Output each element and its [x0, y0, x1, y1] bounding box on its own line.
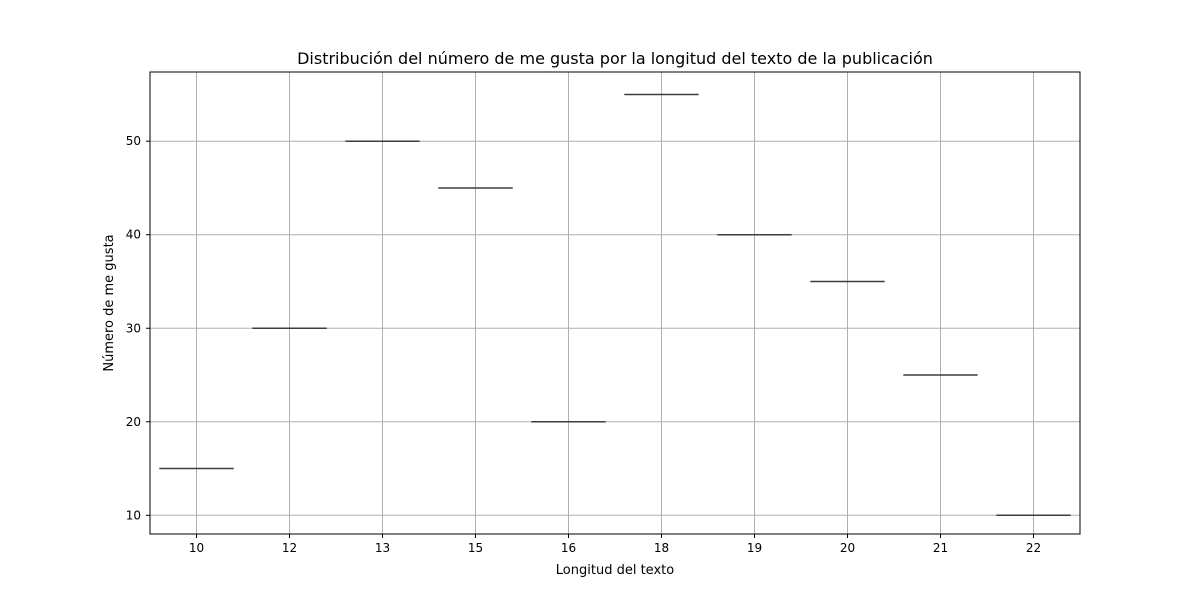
x-tick-label: 10: [189, 541, 204, 555]
x-axis-ticks: 10 12 13 15 16 18 19 20 21 22: [189, 534, 1041, 555]
x-tick-label: 19: [747, 541, 762, 555]
y-tick-label: 10: [126, 508, 141, 522]
box-medians: [159, 93, 1071, 517]
x-tick-label: 20: [840, 541, 855, 555]
x-tick-label: 12: [282, 541, 297, 555]
x-axis-label: Longitud del texto: [556, 563, 674, 578]
y-axis-ticks: 10 20 30 40 50: [126, 134, 150, 522]
y-tick-label: 30: [126, 321, 141, 335]
x-tick-label: 13: [375, 541, 390, 555]
y-tick-label: 20: [126, 415, 141, 429]
y-axis-label: Número de me gusta: [102, 234, 117, 371]
y-tick-label: 50: [126, 134, 141, 148]
x-tick-label: 18: [654, 541, 669, 555]
y-tick-label: 40: [126, 228, 141, 242]
x-tick-label: 22: [1026, 541, 1041, 555]
chart-title: Distribución del número de me gusta por …: [297, 49, 933, 68]
x-tick-label: 15: [468, 541, 483, 555]
x-tick-label: 21: [933, 541, 948, 555]
grid: [150, 72, 1080, 534]
plot-frame: [149, 71, 1081, 535]
x-tick-label: 16: [561, 541, 576, 555]
